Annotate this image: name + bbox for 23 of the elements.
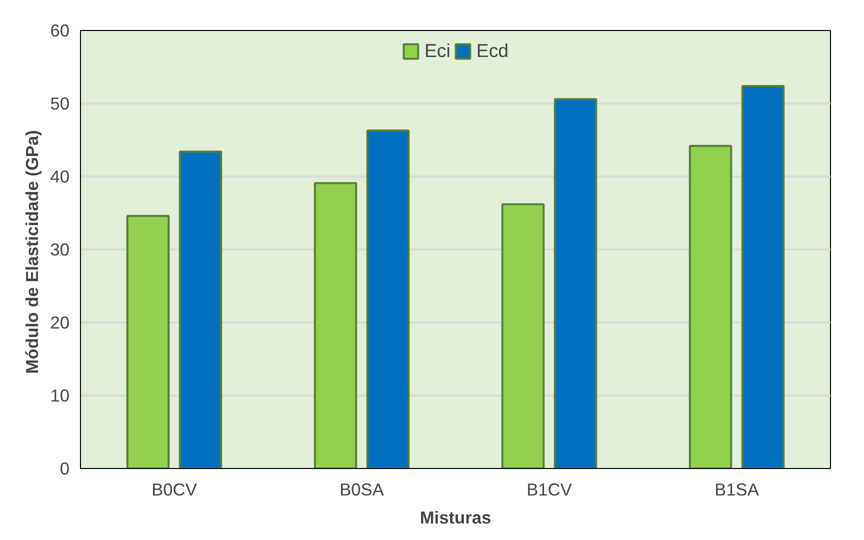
bar [688,144,732,468]
y-tick-label: 40 [50,166,70,186]
x-tick-label: B1SA [714,480,760,500]
bar [501,203,545,468]
bar [741,84,785,468]
bar [314,182,358,468]
x-tick-label: B1CV [526,480,572,500]
y-tick-label: 10 [50,386,70,406]
y-tick-label: 30 [50,240,70,260]
legend-label: Eci [424,40,450,62]
y-tick-label: 0 [60,458,70,478]
x-tick-label: B0CV [152,480,198,500]
y-tick-label: 20 [50,312,70,332]
y-axis-title: Módulo de Elasticidade (GPa) [22,130,42,374]
bar [366,130,410,468]
legend-label: Ecd [476,40,509,62]
y-tick-label: 50 [50,94,70,114]
y-tick-label: 60 [50,20,70,40]
bar [126,214,170,468]
bar [178,150,222,468]
bar [554,98,598,468]
x-tick-label: B0SA [340,480,384,500]
x-axis-title: Misturas [420,508,492,528]
